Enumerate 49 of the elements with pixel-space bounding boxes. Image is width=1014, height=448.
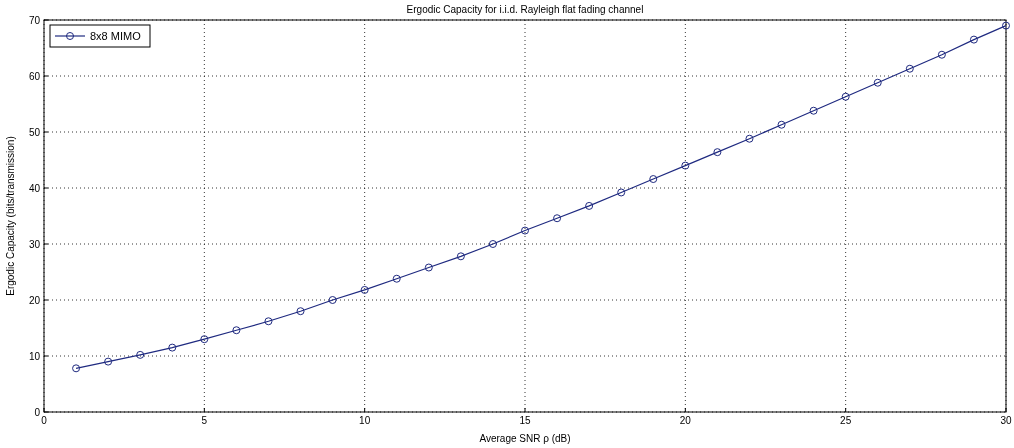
point (905, 64, 914, 73)
point (841, 92, 850, 101)
point (873, 78, 882, 87)
point (360, 285, 369, 294)
x-tick-label: 5 (201, 415, 208, 426)
point (328, 296, 337, 304)
y-tick-label: 10 (28, 350, 41, 362)
y-tick-label: 40 (28, 182, 41, 194)
point (585, 201, 594, 210)
x-axis-title: Average SNR ρ (dB) (479, 433, 571, 444)
y-tick-label: 0 (34, 406, 41, 418)
x-tick-label: 10 (359, 415, 371, 426)
y-tick-label: 60 (28, 70, 41, 82)
point (745, 134, 754, 143)
point (681, 161, 690, 170)
point (649, 175, 658, 184)
point (264, 317, 273, 326)
point (392, 274, 401, 283)
point (104, 357, 113, 366)
point (200, 335, 209, 344)
point (296, 307, 305, 316)
x-tick-label: 25 (840, 415, 852, 426)
point (424, 263, 433, 272)
x-tick-label: 20 (679, 415, 692, 426)
point (617, 188, 626, 197)
point (72, 364, 81, 373)
point (809, 106, 818, 115)
point (777, 120, 786, 129)
legend-label: 8x8 MIMO (90, 30, 142, 42)
point (232, 326, 241, 335)
point (1002, 21, 1010, 30)
y-tick-label: 70 (28, 14, 41, 26)
y-axis-title: Ergodic Capacity (bits/transmission) (5, 136, 16, 296)
point (136, 350, 145, 359)
point (937, 50, 946, 59)
chart-title: Ergodic Capacity for i.i.d. Rayleigh flat fading channel (406, 4, 644, 15)
point (713, 148, 722, 157)
point (168, 343, 177, 352)
x-tick-label: 0 (41, 415, 48, 426)
point (521, 226, 529, 235)
x-tick-label: 15 (519, 415, 531, 426)
y-tick-label: 50 (28, 126, 41, 138)
point (969, 35, 978, 44)
y-tick-label: 20 (28, 294, 41, 306)
point (553, 214, 562, 223)
point (456, 252, 465, 261)
x-tick-label: 30 (1000, 415, 1012, 426)
y-tick-label: 30 (28, 238, 41, 250)
point (488, 240, 497, 248)
